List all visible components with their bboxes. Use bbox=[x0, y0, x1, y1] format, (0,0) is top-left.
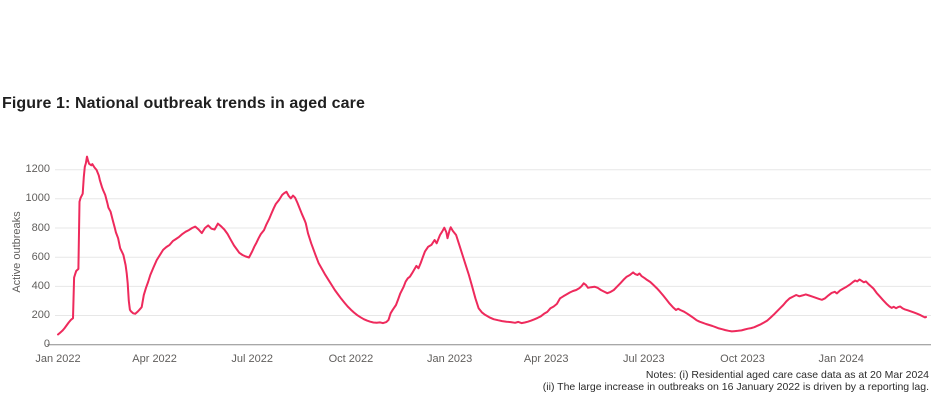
y-tick-label: 200 bbox=[31, 309, 50, 321]
x-tick-label: Apr 2023 bbox=[523, 353, 569, 365]
note-line-1: Notes: (i) Residential aged care case da… bbox=[645, 369, 929, 381]
y-axis-title: Active outbreaks bbox=[11, 211, 23, 293]
note-line-2: (ii) The large increase in outbreaks on … bbox=[542, 381, 929, 393]
y-tick-label: 600 bbox=[31, 250, 50, 263]
active-outbreaks-line bbox=[57, 155, 927, 336]
y-tick-label: 1200 bbox=[25, 163, 50, 176]
y-tick-label: 800 bbox=[31, 221, 50, 234]
x-tick-label: Jan 2024 bbox=[818, 353, 864, 365]
figure-title: Figure 1: National outbreak trends in ag… bbox=[2, 95, 366, 112]
y-tick-label: 1000 bbox=[25, 192, 50, 205]
y-tick-label: 0 bbox=[43, 338, 50, 351]
gridlines bbox=[47, 169, 931, 346]
y-tick-label: 400 bbox=[31, 279, 50, 292]
x-tick-label: Jan 2022 bbox=[35, 353, 81, 365]
x-tick-label: Jul 2022 bbox=[231, 353, 273, 365]
x-tick-label: Oct 2023 bbox=[720, 353, 765, 365]
x-tick-label: Apr 2022 bbox=[132, 353, 177, 365]
x-tick-label: Jul 2023 bbox=[623, 353, 665, 365]
x-tick-label: Jan 2023 bbox=[426, 353, 473, 365]
chart-notes: Notes: (i) Residential aged care case da… bbox=[543, 369, 929, 393]
x-tick-label: Oct 2022 bbox=[328, 353, 374, 365]
